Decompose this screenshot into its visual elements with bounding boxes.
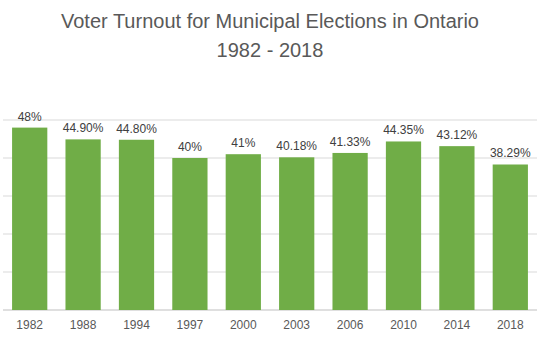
bar — [119, 140, 154, 310]
bar — [172, 158, 207, 310]
grid — [3, 120, 537, 310]
bar — [332, 153, 367, 310]
data-label: 43.12% — [437, 128, 478, 142]
bar — [12, 128, 47, 310]
data-label: 40% — [178, 140, 202, 154]
bar — [386, 141, 421, 310]
title: Voter Turnout for Municipal Elections in… — [61, 10, 479, 32]
grid-line — [3, 120, 537, 121]
x-tick-label: 2000 — [230, 318, 257, 332]
bar — [279, 157, 314, 310]
x-tick-label: 2014 — [444, 318, 471, 332]
x-tick-label: 2010 — [390, 318, 417, 332]
data-label: 41% — [231, 136, 255, 150]
bar — [493, 164, 528, 310]
data-label: 38.29% — [490, 146, 531, 160]
chart-svg: Voter Turnout for Municipal Elections in… — [0, 0, 540, 349]
bars — [12, 128, 528, 310]
subtitle: 1982 - 2018 — [217, 39, 324, 61]
x-tick-label: 2003 — [283, 318, 310, 332]
x-tick-label: 1982 — [16, 318, 43, 332]
x-tick-label: 2018 — [497, 318, 524, 332]
data-label: 44.90% — [63, 121, 104, 135]
data-label: 41.33% — [330, 135, 371, 149]
x-tick-label: 2006 — [337, 318, 364, 332]
bar — [226, 154, 261, 310]
data-label: 40.18% — [276, 139, 317, 153]
x-tick-label: 1997 — [177, 318, 204, 332]
x-tick-label: 1994 — [123, 318, 150, 332]
data-label: 44.35% — [383, 123, 424, 137]
data-label: 48% — [18, 110, 42, 124]
bar — [65, 139, 100, 310]
chart-container: Voter Turnout for Municipal Elections in… — [0, 0, 540, 349]
bar — [439, 146, 474, 310]
data-label: 44.80% — [116, 122, 157, 136]
x-tick-label: 1988 — [70, 318, 97, 332]
